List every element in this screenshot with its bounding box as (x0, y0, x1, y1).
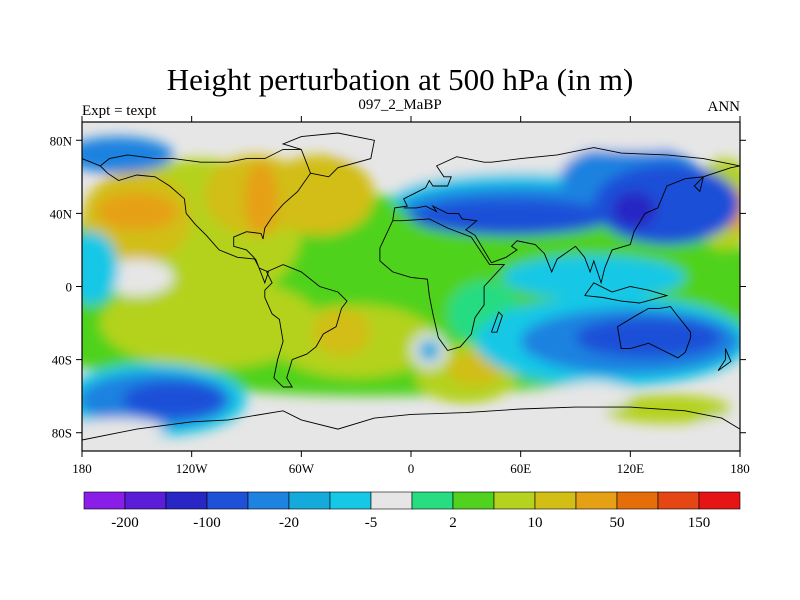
y-tick-label: 40S (52, 353, 72, 368)
colorbar-swatch (329, 491, 372, 510)
colorbar-label: -200 (111, 515, 139, 531)
field-region (244, 162, 278, 236)
colorbar-label: -100 (193, 515, 221, 531)
x-tick-label: 180 (72, 461, 92, 476)
field-region (96, 193, 178, 230)
field-region (82, 418, 165, 441)
field-region (82, 136, 174, 174)
x-tick-label: 120W (176, 461, 209, 476)
latitude-axis: 80N 40N 0 40S 80S (50, 133, 746, 441)
x-tick-label: 0 (408, 461, 415, 476)
field-region (557, 381, 631, 411)
x-tick-label: 180 (730, 461, 750, 476)
y-tick-label: 40N (50, 206, 73, 221)
colorbar-swatch (616, 491, 659, 510)
x-tick-label: 120E (617, 461, 645, 476)
colorbar-label: 50 (610, 515, 625, 531)
longitude-axis: 180 120W 60W 0 60E 120E 180 (72, 116, 750, 476)
colorbar-swatch (247, 491, 290, 510)
field-region (612, 191, 656, 229)
coastline (584, 282, 669, 304)
coastline (392, 147, 740, 221)
colorbar: -200 -100 -20 -5 2 10 50 150 (83, 491, 741, 531)
y-tick-label: 80N (50, 133, 73, 148)
coastline (99, 148, 312, 285)
colorbar-swatch (165, 491, 208, 510)
colorbar-swatch (124, 491, 167, 510)
field-region (122, 381, 225, 419)
field-region (575, 317, 722, 358)
season-label: ANN (707, 99, 741, 115)
coastline (281, 132, 375, 178)
chart-title: Height perturbation at 500 hPa (in m) (166, 62, 634, 97)
colorbar-label: 10 (528, 515, 543, 531)
field-region (699, 416, 740, 442)
coastline (82, 158, 101, 167)
y-tick-label: 80S (52, 426, 72, 441)
coastline (403, 165, 740, 285)
colorbar-label: -20 (279, 515, 299, 531)
colorbar-swatch (411, 491, 454, 510)
field-region (82, 231, 119, 305)
colorbar-swatch (698, 491, 741, 510)
field-region (312, 308, 371, 356)
colorbar-swatch (575, 491, 618, 510)
colorbar-swatch (534, 491, 577, 510)
coastline (717, 348, 732, 371)
colorbar-swatch (206, 491, 249, 510)
colorbar-swatch (493, 491, 536, 510)
coastlines (82, 132, 740, 441)
colorbar-swatch (657, 491, 700, 510)
y-tick-label: 0 (66, 280, 73, 295)
colorbar-swatch (370, 491, 413, 510)
field-region (100, 277, 320, 369)
field-region (319, 416, 539, 442)
colorbar-swatch (83, 491, 126, 510)
field-region (418, 339, 441, 362)
colorbar-swatch (288, 491, 331, 510)
colorbar-swatch (452, 491, 495, 510)
colorbar-label: -5 (365, 515, 378, 531)
field-region (411, 198, 613, 236)
height-field (82, 122, 740, 451)
experiment-label: Expt = texpt (82, 103, 157, 119)
x-tick-label: 60W (289, 461, 315, 476)
colorbar-label: 2 (449, 515, 457, 531)
field-region (557, 129, 704, 152)
x-tick-label: 60E (510, 461, 531, 476)
coastline (264, 264, 348, 388)
colorbar-label: 150 (688, 515, 711, 531)
coastline (617, 306, 692, 359)
field-region (602, 394, 731, 424)
coastline (82, 406, 740, 441)
case-label: 097_2_MaBP (358, 97, 442, 113)
coastline (490, 311, 503, 333)
coastline (379, 218, 506, 352)
